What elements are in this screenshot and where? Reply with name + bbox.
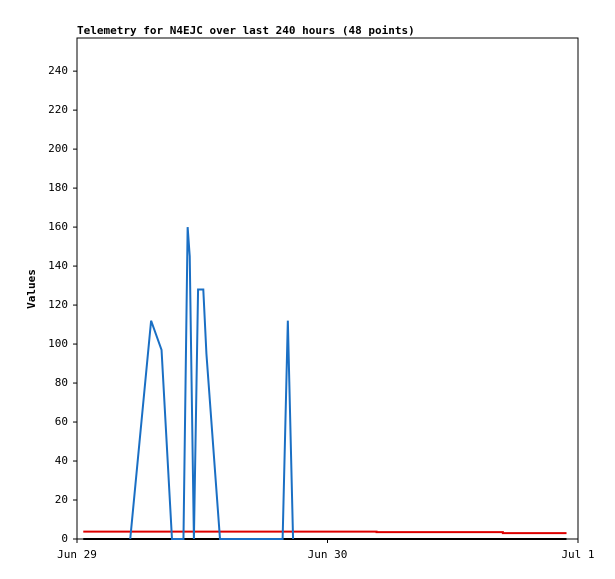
y-tick-label: 200 (48, 142, 68, 155)
y-tick-label: 140 (48, 259, 68, 272)
x-tick-label: Jun 29 (57, 548, 97, 561)
y-tick-label: 120 (48, 298, 68, 311)
y-tick-label: 0 (61, 532, 68, 545)
y-axis-label: Values (25, 269, 38, 309)
y-tick-label: 240 (48, 64, 68, 77)
y-tick-label: 40 (55, 454, 68, 467)
x-tick-label: Jun 30 (308, 548, 348, 561)
plot-frame (76, 37, 579, 540)
y-tick-label: 220 (48, 103, 68, 116)
chart-title: Telemetry for N4EJC over last 240 hours … (77, 24, 415, 37)
y-tick-label: 60 (55, 415, 68, 428)
x-tick-label: Jul 1 (561, 548, 594, 561)
y-tick-label: 160 (48, 220, 68, 233)
y-tick-label: 100 (48, 337, 68, 350)
y-tick-label: 180 (48, 181, 68, 194)
y-tick-label: 80 (55, 376, 68, 389)
y-tick-label: 20 (55, 493, 68, 506)
line-series (83, 530, 567, 535)
line-series (129, 227, 295, 540)
